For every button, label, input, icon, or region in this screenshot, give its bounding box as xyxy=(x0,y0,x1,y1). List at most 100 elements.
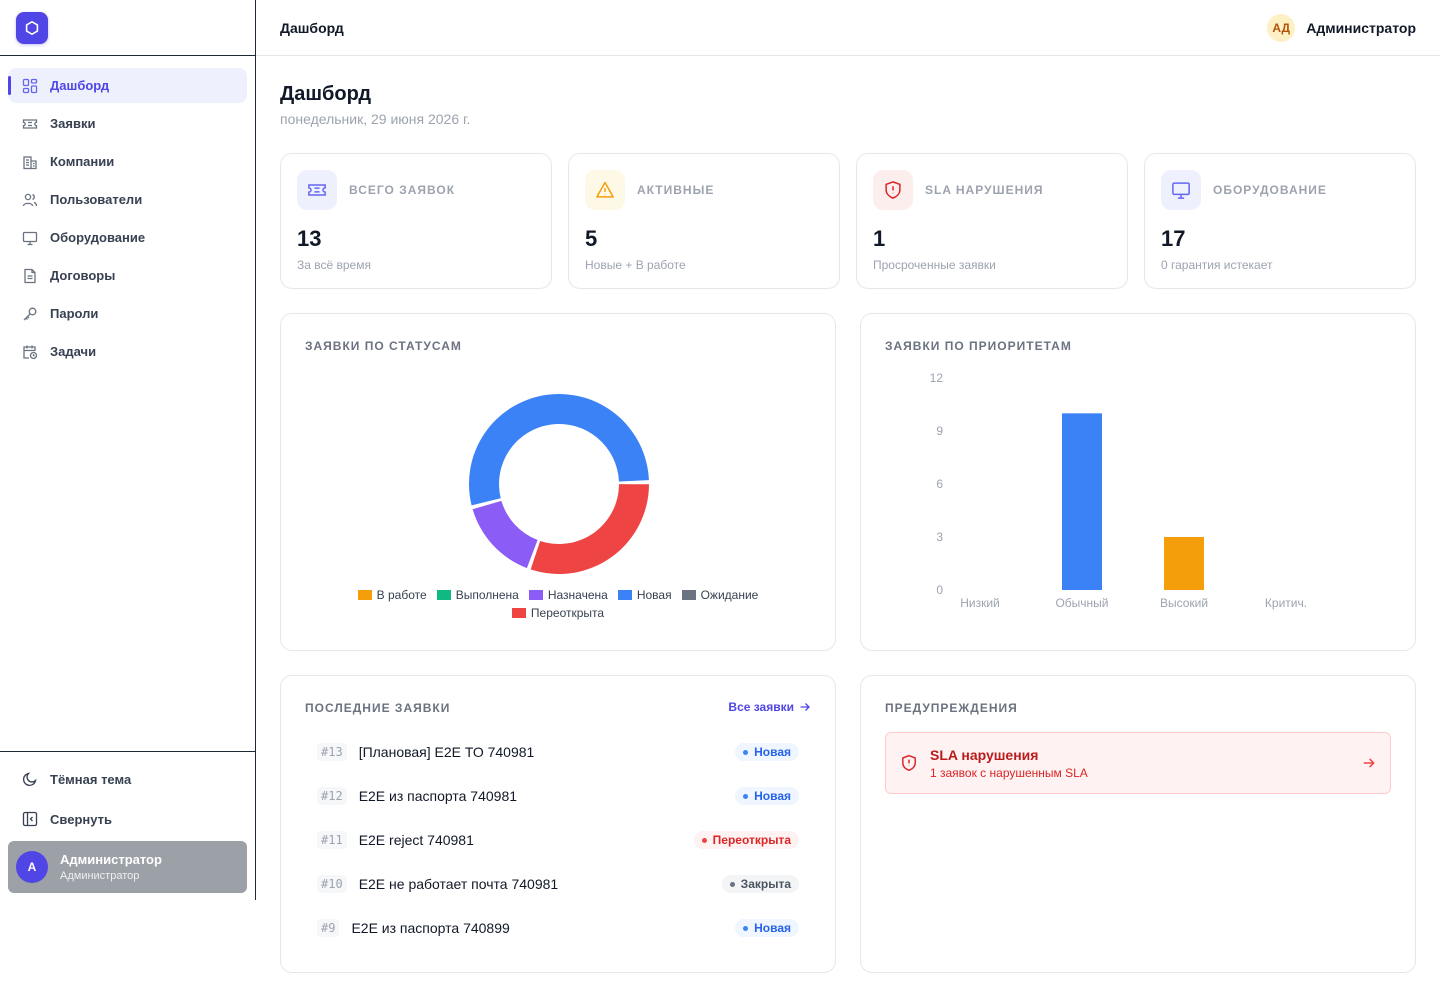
collapse-sidebar-button[interactable]: Свернуть xyxy=(8,800,247,838)
donut-slice[interactable] xyxy=(469,394,649,506)
key-icon xyxy=(22,306,38,322)
topbar: Дашборд АД Администратор xyxy=(256,0,1440,56)
legend-swatch xyxy=(511,608,526,618)
priority-chart-panel: ЗАЯВКИ ПО ПРИОРИТЕТАМ 0 3 6 9 12 Низкий Обычны… xyxy=(860,313,1416,651)
collapse-panel-icon xyxy=(22,811,38,827)
legend-swatch xyxy=(436,590,451,600)
table-row[interactable]: #11 E2E reject 740981 Переоткрыта xyxy=(317,818,799,862)
legend-item[interactable]: Выполнена xyxy=(436,586,519,604)
ticket-icon xyxy=(22,116,38,132)
sidebar-item-label: Пользователи xyxy=(50,192,143,207)
sidebar-item-label: Пароли xyxy=(50,306,99,321)
ticket-title: E2E из паспорта 740899 xyxy=(351,920,510,936)
stats-row: ВСЕГО ЗАЯВОК 13 За всё время АКТИВНЫЕ 5 … xyxy=(280,153,1416,289)
avatar: АД xyxy=(1267,13,1296,42)
avatar: A xyxy=(16,851,48,883)
legend-item[interactable]: Новая xyxy=(617,586,672,604)
legend-swatch xyxy=(617,590,632,600)
table-row[interactable]: #12 E2E из паспорта 740981 Новая xyxy=(317,774,799,818)
sidebar-item-equipment[interactable]: Оборудование xyxy=(8,220,247,255)
app-logo-icon[interactable] xyxy=(16,11,48,44)
panel-title: ЗАЯВКИ ПО ПРИОРИТЕТАМ xyxy=(885,339,1072,353)
warning-icon xyxy=(585,170,625,210)
stat-value: 1 xyxy=(873,226,886,251)
status-badge: Новая xyxy=(735,787,799,805)
y-tick-label: 0 xyxy=(936,583,943,597)
legend-item[interactable]: Переоткрыта xyxy=(511,604,605,622)
monitor-icon xyxy=(22,230,38,246)
sidebar-item-label: Компании xyxy=(50,154,115,169)
sidebar-item-companies[interactable]: Компании xyxy=(8,144,247,179)
x-tick-label: Низкий xyxy=(960,596,1000,610)
x-tick-label: Обычный xyxy=(1055,596,1108,610)
ticket-list: #13 [Плановая] E2E ТО 740981 Новая #12 E2E и… xyxy=(317,730,799,950)
sidebar-footer: Тёмная тема Свернуть A Администратор Адм… xyxy=(0,751,255,901)
page-date: понедельник, 29 июня 2026 г. xyxy=(280,111,471,127)
charts-row: ЗАЯВКИ ПО СТАТУСАМ В работе Выполнена Назн… xyxy=(280,313,1416,651)
username: Администратор xyxy=(1306,19,1416,36)
stat-card-total: ВСЕГО ЗАЯВОК 13 За всё время xyxy=(280,153,552,289)
sidebar-item-passwords[interactable]: Пароли xyxy=(8,296,247,331)
stat-subtitle: 0 гарантия истекает xyxy=(1161,258,1273,272)
ticket-id: #12 xyxy=(317,787,347,805)
all-tickets-link[interactable]: Все заявки xyxy=(728,700,811,714)
donut-slice[interactable] xyxy=(472,500,538,569)
sla-alert[interactable]: SLA нарушения 1 заявок с нарушенным SLA xyxy=(885,732,1391,794)
status-legend: В работе Выполнена Назначена Новая Ожидание П… xyxy=(305,586,811,622)
ticket-title: E2E не работает почта 740981 xyxy=(358,876,559,892)
all-tickets-label: Все заявки xyxy=(728,700,794,714)
legend-item[interactable]: Назначена xyxy=(528,586,608,604)
sidebar-item-users[interactable]: Пользователи xyxy=(8,182,247,217)
donut-slice[interactable] xyxy=(530,484,649,574)
lower-row: ПОСЛЕДНИЕ ЗАЯВКИ Все заявки #13 [Плановая… xyxy=(280,675,1416,973)
dashboard-icon xyxy=(22,78,38,94)
legend-item[interactable]: Ожидание xyxy=(681,586,758,604)
status-badge: Новая xyxy=(735,743,799,761)
sidebar-item-dashboard[interactable]: Дашборд xyxy=(8,68,247,103)
stat-card-equipment: ОБОРУДОВАНИЕ 17 0 гарантия истекает xyxy=(1144,153,1416,289)
stat-label: SLA НАРУШЕНИЯ xyxy=(925,183,1044,197)
sidebar-item-label: Заявки xyxy=(50,116,96,131)
legend-label: Переоткрыта xyxy=(530,606,605,620)
stat-label: ВСЕГО ЗАЯВОК xyxy=(349,183,456,197)
sidebar-nav: Дашборд Заявки Компании Пользователи Обо… xyxy=(0,56,255,384)
table-row[interactable]: #13 [Плановая] E2E ТО 740981 Новая xyxy=(317,730,799,774)
user-menu[interactable]: АД Администратор xyxy=(1267,13,1416,42)
breadcrumb: Дашборд xyxy=(280,19,344,36)
sidebar-item-label: Оборудование xyxy=(50,230,146,245)
stat-subtitle: Просроченные заявки xyxy=(873,258,996,272)
user-name: Администратор xyxy=(60,852,162,867)
theme-toggle-button[interactable]: Тёмная тема xyxy=(8,760,247,798)
ticket-id: #10 xyxy=(317,875,347,893)
table-row[interactable]: #9 E2E из паспорта 740899 Новая xyxy=(317,906,799,950)
legend-swatch xyxy=(357,590,372,600)
stat-card-active: АКТИВНЫЕ 5 Новые + В работе xyxy=(568,153,840,289)
panel-title: ЗАЯВКИ ПО СТАТУСАМ xyxy=(305,339,462,353)
stat-subtitle: Новые + В работе xyxy=(585,258,686,272)
stat-subtitle: За всё время xyxy=(297,258,371,272)
alert-text: SLA нарушения 1 заявок с нарушенным SLA xyxy=(930,747,1088,780)
panel-title: ПРЕДУПРЕЖДЕНИЯ xyxy=(885,701,1018,715)
sidebar-item-tickets[interactable]: Заявки xyxy=(8,106,247,141)
x-tick-label: Высокий xyxy=(1160,596,1208,610)
stat-label: АКТИВНЫЕ xyxy=(637,183,715,197)
priority-bar-chart: 0 3 6 9 12 Низкий Обычный Высокий Критич. xyxy=(930,371,1307,610)
user-info: Администратор Администратор xyxy=(60,852,162,882)
status-badge: Новая xyxy=(735,919,799,937)
status-badge: Закрыта xyxy=(721,875,799,893)
calendar-clock-icon xyxy=(22,344,38,360)
sidebar-item-contracts[interactable]: Договоры xyxy=(8,258,247,293)
legend-item[interactable]: В работе xyxy=(357,586,427,604)
building-icon xyxy=(22,154,38,170)
collapse-label: Свернуть xyxy=(50,811,112,827)
sidebar-item-tasks[interactable]: Задачи xyxy=(8,334,247,369)
table-row[interactable]: #10 E2E не работает почта 740981 Закрыта xyxy=(317,862,799,906)
legend-label: Выполнена xyxy=(455,588,519,602)
arrow-right-icon xyxy=(1362,756,1376,770)
bar[interactable] xyxy=(1164,537,1204,590)
recent-tickets-panel: ПОСЛЕДНИЕ ЗАЯВКИ Все заявки #13 [Плановая… xyxy=(280,675,836,973)
status-donut-chart xyxy=(469,394,649,574)
bar[interactable] xyxy=(1062,413,1102,590)
user-profile-card[interactable]: A Администратор Администратор xyxy=(8,841,247,893)
y-tick-label: 3 xyxy=(936,530,943,544)
